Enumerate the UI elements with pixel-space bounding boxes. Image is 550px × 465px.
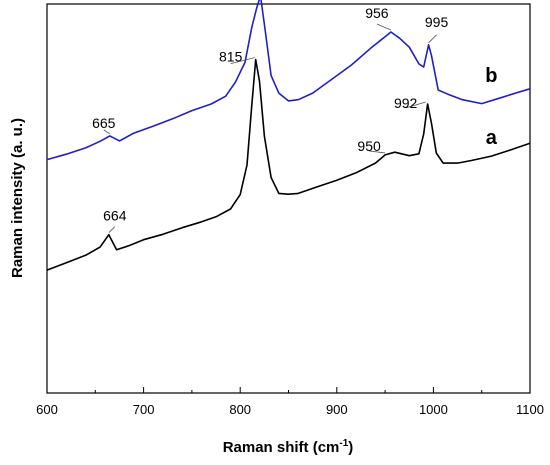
annotation-leader [376,23,392,31]
annotation-leader [230,57,255,65]
peak-annotations: 819815956995992950665664 [92,5,449,233]
x-tick-label: 1000 [419,402,448,417]
annotation-leader [369,150,386,154]
peak-label: 815 [219,49,243,65]
x-tick-label: 600 [36,402,58,417]
peak-label: 664 [103,208,127,224]
plot-frame [46,3,531,394]
series-line-b [46,0,531,161]
x-tick-label: 1100 [516,402,544,417]
y-axis-title: Raman intensity (a. u.) [9,118,26,278]
annotation-leader [108,226,116,233]
x-axis-ticks: 600 700 800 900 1000 1100 [36,387,544,417]
curve-labels: ba [485,65,498,149]
x-tick-label: 900 [326,402,348,417]
x-tick-label: 700 [133,402,155,417]
curve-label-a: a [486,127,498,149]
peak-label: 665 [92,115,116,131]
series-line-a [46,58,531,271]
curve-label-b: b [485,65,497,87]
x-tick-label: 800 [229,402,251,417]
peak-label: 950 [357,138,381,154]
x-axis-title: Raman shift (cm-1) [223,438,354,456]
series-group [46,0,531,271]
peak-label: 992 [394,95,418,111]
annotation-leader [428,34,437,44]
peak-label: 956 [365,5,389,21]
annotation-leader [405,101,426,109]
peak-label: 995 [425,14,449,30]
annotation-leader [103,129,111,135]
